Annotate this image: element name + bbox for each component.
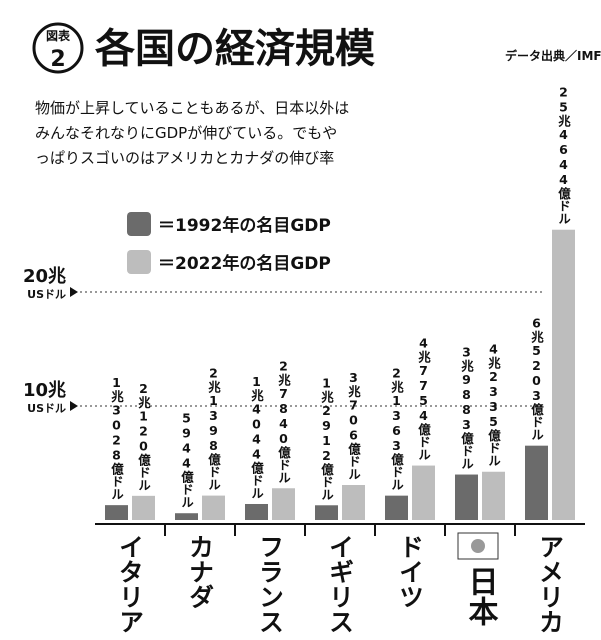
y-unit: USドル — [27, 288, 66, 301]
bar — [385, 495, 408, 520]
y-tick-label: 20兆 — [23, 266, 66, 287]
value-label: 2兆1398億ドル — [206, 366, 221, 491]
chart-title: 各国の経済規模 — [95, 26, 375, 72]
x-tick-label: ドイツ — [396, 534, 425, 609]
value-label: 2兆1363億ドル — [389, 366, 404, 491]
bar — [315, 505, 338, 520]
x-tick-label: イタリア — [116, 534, 145, 634]
value-label: 5944億ドル — [179, 411, 194, 509]
bar — [552, 229, 575, 520]
legend-label: ＝1992年の名目GDP — [158, 215, 331, 236]
source: データ出典／IMF — [505, 48, 601, 63]
bar — [342, 484, 365, 520]
value-label: 2兆120億ドル — [136, 381, 151, 491]
bar — [105, 505, 128, 520]
tick-arrow — [70, 401, 78, 411]
x-tick-label: 日本 — [463, 566, 499, 626]
bar — [132, 495, 155, 520]
value-label: 3兆706億ドル — [346, 370, 361, 480]
value-label: 1兆4044億ドル — [249, 374, 264, 499]
legend-swatch — [127, 250, 151, 274]
flag-circle — [471, 539, 485, 553]
flag — [457, 532, 499, 560]
subtitle: っぱりスゴいのはアメリカとカナダの伸び率 — [35, 149, 334, 167]
subtitle: みんなそれなりにGDPが伸びている。でもや — [35, 124, 337, 142]
value-label: 3兆9883億ドル — [459, 345, 474, 470]
x-tick-label: アメリカ — [536, 534, 565, 634]
bar — [202, 495, 225, 520]
badge-number: 2 — [50, 47, 65, 72]
y-tick-label: 10兆 — [23, 380, 66, 401]
legend-swatch — [127, 212, 151, 236]
value-label: 4兆7754億ドル — [416, 336, 431, 461]
subtitle: 物価が上昇していることもあるが、日本以外は — [35, 99, 349, 117]
bar — [412, 465, 435, 520]
bar — [175, 513, 198, 520]
badge-label: 図表 — [46, 28, 71, 43]
bar — [272, 488, 295, 520]
value-label: 4兆2335億ドル — [486, 342, 501, 467]
value-label: 2兆7840億ドル — [276, 358, 291, 483]
x-tick-label: イギリス — [326, 534, 355, 634]
value-label: 1兆2912億ドル — [319, 375, 334, 500]
bar — [525, 445, 548, 520]
bar — [482, 471, 505, 520]
value-label: 1兆3028億ドル — [109, 375, 124, 500]
tick-arrow — [70, 287, 78, 297]
value-label: 25兆4644億ドル — [556, 85, 571, 225]
x-tick-label: カナダ — [186, 534, 215, 609]
legend-label: ＝2022年の名目GDP — [158, 253, 331, 274]
bar — [455, 474, 478, 520]
bar — [245, 503, 268, 520]
y-unit: USドル — [27, 402, 66, 415]
value-label: 6兆5203億ドル — [529, 316, 544, 441]
x-tick-label: フランス — [256, 534, 285, 634]
badge — [32, 22, 84, 74]
